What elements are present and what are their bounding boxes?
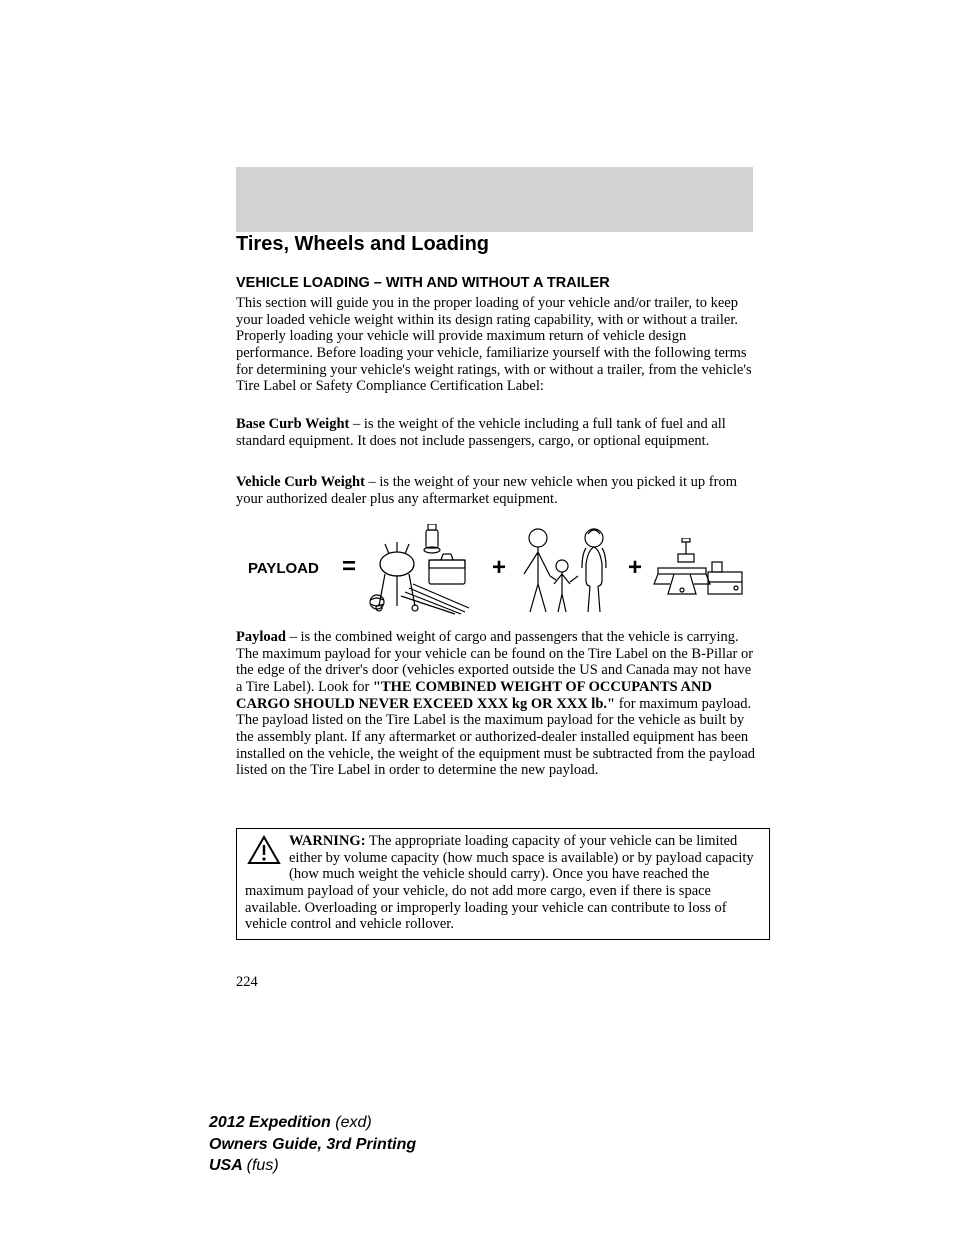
footer-line-3: USA (fus): [209, 1155, 416, 1177]
plus-icon-1: +: [492, 554, 506, 582]
footer-guide: Owners Guide, 3rd Printing: [209, 1136, 416, 1153]
payload-paragraph: Payload – is the combined weight of carg…: [236, 629, 756, 779]
people-icon: [516, 524, 626, 621]
warning-triangle-icon: [247, 835, 281, 870]
intro-paragraph: This section will guide you in the prope…: [236, 295, 756, 395]
footer-code-2: (fus): [247, 1157, 279, 1174]
term-base-curb: Base Curb Weight: [236, 416, 349, 432]
section-heading: VEHICLE LOADING – WITH AND WITHOUT A TRA…: [236, 275, 610, 291]
cargo-luggage-icon: [369, 524, 479, 621]
footer-region: USA: [209, 1157, 247, 1174]
footer-code-1: (exd): [335, 1114, 371, 1131]
payload-label: PAYLOAD: [248, 560, 319, 577]
payload-equation-diagram: PAYLOAD =: [236, 520, 756, 620]
warning-box: WARNING: The appropriate loading capacit…: [236, 828, 770, 940]
footer-block: 2012 Expedition (exd) Owners Guide, 3rd …: [209, 1112, 416, 1177]
term-payload: Payload: [236, 629, 286, 645]
base-curb-weight-paragraph: Base Curb Weight – is the weight of the …: [236, 416, 756, 449]
term-vehicle-curb: Vehicle Curb Weight: [236, 474, 365, 490]
hitch-accessory-icon: [650, 538, 750, 613]
page-number: 224: [236, 974, 258, 991]
header-gray-block: [236, 167, 753, 232]
vehicle-curb-weight-paragraph: Vehicle Curb Weight – is the weight of y…: [236, 474, 756, 507]
footer-line-2: Owners Guide, 3rd Printing: [209, 1134, 416, 1156]
warning-label: WARNING:: [289, 833, 366, 849]
footer-model: 2012 Expedition: [209, 1114, 335, 1131]
chapter-title: Tires, Wheels and Loading: [236, 233, 489, 256]
footer-line-1: 2012 Expedition (exd): [209, 1112, 416, 1134]
plus-icon-2: +: [628, 554, 642, 582]
manual-page: Tires, Wheels and Loading VEHICLE LOADIN…: [0, 0, 954, 1235]
equals-icon: =: [342, 553, 356, 581]
